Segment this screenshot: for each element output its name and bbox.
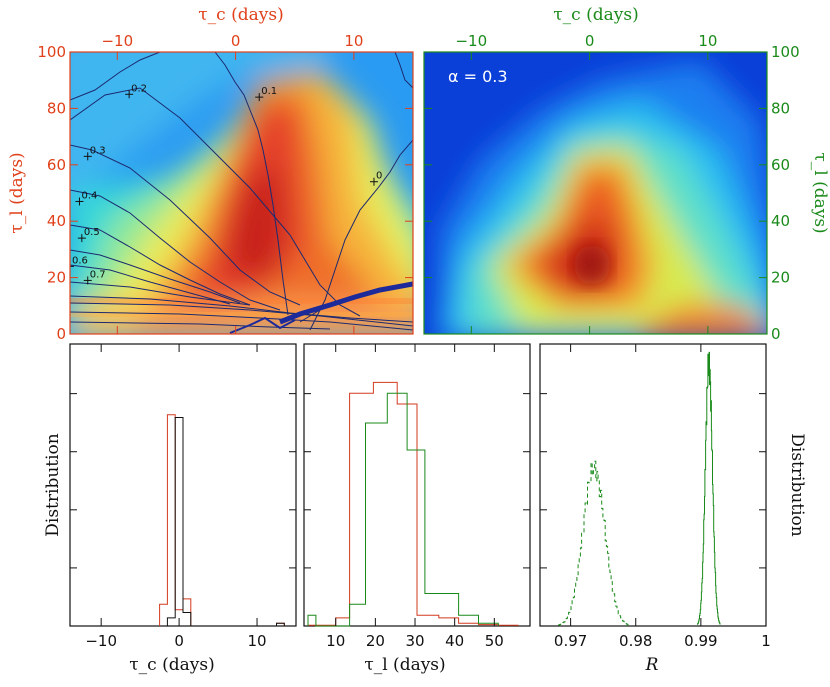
x-tick-label: 0.97 [554,632,587,650]
top-right-heatmap: α = 0.3 [424,52,767,334]
contour-dense-band [279,281,413,325]
contour-label: 0.6 [72,255,88,266]
y-tick-label: 80 [771,99,790,117]
contour-label: 0.2 [131,83,147,94]
contour-line [70,281,251,306]
x-tick-label: 0 [231,32,241,50]
x-tick-label: 30 [405,632,424,650]
bottom-left-x-axis-label: τ_c (days) [129,655,214,675]
top-right-frame [423,51,768,335]
x-tick-label: 0.98 [619,632,652,650]
y-tick-label: 20 [771,269,790,287]
contour-line [70,189,281,311]
x-tick-label: 10 [344,32,363,50]
x-tick-label: 0.99 [684,632,717,650]
x-tick-label: 0 [174,632,184,650]
bottom-middle-x-ticks: 10 20 30 40 50 [326,344,504,650]
distribution-series-dashed [558,460,630,626]
bottom-right-y-axis-label: Distribution [787,433,807,537]
top-left-x-axis-label: τ_c (days) [198,5,283,25]
bottom-right-frame [539,343,767,627]
top-right-y-ticks: 0 20 40 60 80 100 [424,43,800,343]
top-left-y-ticks: 0 20 40 60 80 100 [37,43,413,343]
y-tick-label: 0 [771,325,781,343]
y-tick-label: 100 [771,43,800,61]
x-tick-label: 10 [698,32,717,50]
x-tick-label: −10 [85,632,117,650]
contour-label: 0.7 [90,269,106,280]
bottom-middle-panel: 10 20 30 40 50 τ_l (days) [303,343,531,675]
contour-label: 0.5 [84,227,100,238]
y-tick-label: 40 [47,212,66,230]
bottom-left-y-axis-label: Distribution [43,433,63,537]
x-tick-label: 50 [485,632,504,650]
x-tick-label: 1 [761,632,771,650]
top-left-heatmap: 0.1 0.2 0.3 0.4 0.5 0.60.7 0 [70,52,413,334]
top-left-panel: 0.1 0.2 0.3 0.4 0.5 0.60.7 0 −10 0 10 0 20 40 60 80 1… [7,5,414,343]
contour-line [70,295,413,323]
y-tick-label: 40 [771,212,790,230]
x-tick-label: 40 [445,632,464,650]
x-tick-label: 10 [247,632,266,650]
top-right-x-ticks: −10 0 10 [455,32,717,334]
distribution-series-solid [697,351,721,625]
bottom-left-histograms [70,393,296,627]
contour-line [70,311,413,331]
x-tick-label: −10 [101,32,133,50]
bottom-right-distributions [540,351,766,626]
y-tick-label: 80 [47,99,66,117]
contour-line [70,52,161,101]
x-tick-label: 10 [326,632,345,650]
bottom-right-x-ticks: 0.97 0.98 0.99 1 [554,344,771,650]
bottom-left-x-ticks: −10 0 10 [85,344,267,650]
contour-line [309,139,413,331]
bottom-middle-histograms [304,381,530,627]
top-right-y-axis-label: τ_l (days) [810,152,830,233]
contour-labels: 0.1 0.2 0.3 0.4 0.5 0.60.7 0 [70,83,382,285]
x-tick-label: 0 [585,32,595,50]
contour-line [394,52,413,89]
histogram-series-red [307,381,519,626]
alpha-annotation: α = 0.3 [448,67,508,86]
top-left-frame [69,51,414,335]
contour-line [70,321,331,330]
contour-label: 0.4 [81,190,97,201]
contour-line [70,87,361,317]
bottom-right-panel: 0.97 0.98 0.99 1 R Distribution [539,343,807,675]
contour-label: 0.1 [261,86,277,97]
contour-line [70,302,413,327]
contour-dense-band [229,316,296,334]
contour-label: 0.3 [90,145,106,156]
y-tick-label: 0 [56,325,66,343]
contour-line [214,52,289,316]
x-tick-label: 20 [366,632,385,650]
histogram-series-black [166,417,285,627]
contour-line [70,249,241,304]
contour-line [70,144,301,306]
y-tick-label: 60 [47,156,66,174]
bottom-left-frame [69,343,297,627]
top-left-x-ticks: −10 0 10 [101,32,363,334]
top-right-x-axis-label: τ_c (days) [553,5,638,25]
bottom-middle-frame [303,343,531,627]
histogram-series-red [159,414,285,627]
contour-line [70,264,231,305]
y-tick-label: 20 [47,269,66,287]
x-tick-label: −10 [455,32,487,50]
contour-line [70,224,251,306]
histogram-series-green [307,392,499,627]
bottom-right-x-axis-label: R [645,655,659,675]
y-tick-label: 60 [771,156,790,174]
y-tick-label: 100 [37,43,66,61]
bottom-left-panel: −10 0 10 τ_c (days) Distribution [43,343,297,675]
top-right-panel: α = 0.3 −10 0 10 0 20 40 60 80 100 τ_c (days) τ… [423,5,830,343]
contour-label: 0 [376,171,382,182]
bottom-middle-x-axis-label: τ_l (days) [364,655,445,675]
top-left-y-axis-label: τ_l (days) [7,152,27,233]
